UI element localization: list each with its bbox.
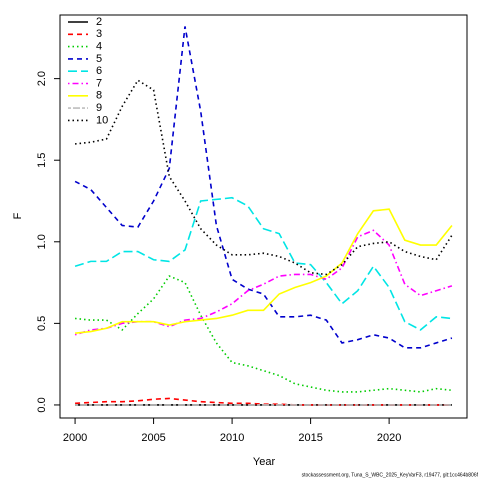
y-tick-label: 1.5 <box>36 153 48 168</box>
footer: stockassessment.org, Tuna_S_WBC_2025_Key… <box>302 472 479 478</box>
x-tick-label: 2005 <box>141 432 165 444</box>
legend-label: 6 <box>96 65 102 77</box>
x-axis-label: Year <box>253 456 276 468</box>
legend-label: 3 <box>96 28 102 40</box>
x-tick-label: 2000 <box>63 432 87 444</box>
y-tick-label: 0.5 <box>36 316 48 331</box>
legend-label: 5 <box>96 53 102 65</box>
y-tick-label: 0.0 <box>36 397 48 412</box>
series-line <box>75 397 452 406</box>
series-line <box>74 196 453 331</box>
x-tick-label: 2015 <box>298 432 322 444</box>
legend-label: 7 <box>96 77 102 89</box>
series-line <box>74 26 453 349</box>
legend-label: 9 <box>96 102 102 114</box>
legend-label: 10 <box>96 114 108 126</box>
y-tick-label: 1.0 <box>36 234 48 249</box>
y-tick-label: 2.0 <box>36 71 48 86</box>
x-tick-label: 2020 <box>377 432 401 444</box>
x-tick-label: 2010 <box>220 432 244 444</box>
series-line <box>74 208 453 334</box>
plot-box <box>59 14 468 419</box>
legend-label: 4 <box>96 41 102 53</box>
series-line <box>74 275 453 393</box>
series-line <box>74 79 453 276</box>
legend-label: 8 <box>96 90 102 102</box>
legend-label: 2 <box>96 16 102 28</box>
y-axis-label: F <box>12 212 24 219</box>
